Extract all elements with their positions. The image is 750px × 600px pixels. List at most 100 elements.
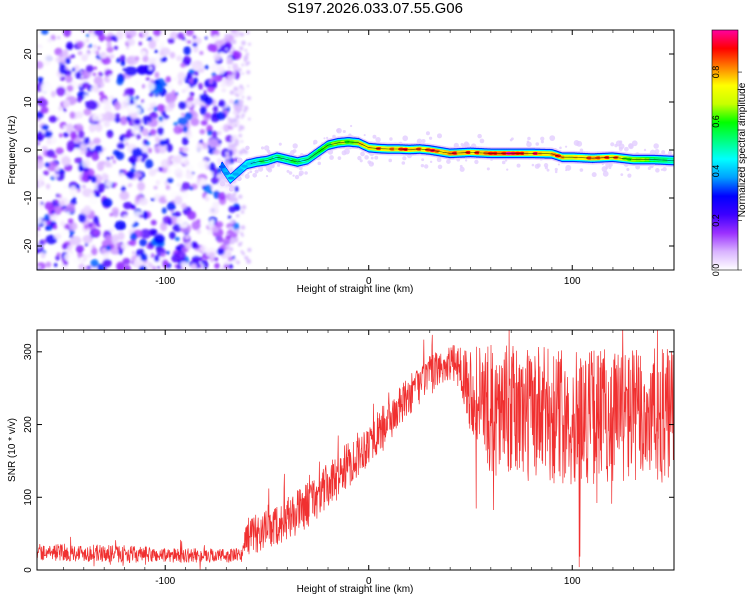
snr-panel: -100 0 100 0 100 200 300 Height of straight li…	[7, 329, 675, 595]
noise-blob	[89, 245, 93, 250]
signal-halo-dot	[477, 133, 482, 139]
noise-blob	[199, 94, 203, 98]
signal-halo-dot	[375, 137, 381, 143]
noise-blob	[93, 83, 100, 93]
y-tick-label: 300	[23, 343, 34, 360]
noise-blob	[147, 57, 158, 66]
noise-blob	[56, 35, 61, 40]
noise-blob	[48, 213, 58, 222]
noise-blobs	[37, 30, 252, 270]
noise-blob	[88, 43, 93, 48]
signal-halo-dot	[486, 167, 490, 171]
noise-blob	[37, 46, 45, 56]
noise-blob	[179, 147, 183, 152]
signal-halo-dot	[219, 181, 226, 187]
noise-speckle	[225, 155, 230, 160]
noise-blob	[165, 143, 173, 153]
signal-halo-dot	[544, 166, 548, 170]
noise-blob	[192, 42, 198, 48]
signal-halo-dot	[526, 140, 530, 144]
colorbar-tick-label: 0.2	[711, 214, 721, 227]
noise-blob	[127, 30, 137, 38]
noise-blob	[53, 224, 58, 230]
noise-blob	[165, 76, 172, 83]
y-tick-label: 0	[23, 147, 34, 153]
noise-blob	[126, 115, 132, 122]
noise-blob	[41, 30, 49, 35]
noise-speckle	[236, 94, 240, 98]
noise-blob	[63, 132, 69, 138]
noise-blob	[87, 222, 93, 228]
noise-blob	[90, 259, 99, 268]
noise-blob	[216, 178, 220, 182]
noise-blob	[137, 181, 146, 191]
noise-blob	[195, 136, 199, 140]
noise-blob	[211, 44, 218, 53]
noise-blob	[37, 227, 41, 231]
signal-halo-dot	[653, 143, 659, 149]
noise-blob	[45, 261, 52, 268]
noise-blob	[69, 185, 78, 196]
signal-halo-dot	[460, 142, 464, 147]
noise-blob	[158, 116, 164, 122]
signal-halo-dot	[286, 169, 290, 173]
noise-speckle	[241, 95, 245, 99]
noise-blob	[71, 72, 76, 77]
noise-blob	[207, 145, 211, 149]
noise-blob	[80, 197, 84, 202]
noise-blob	[63, 107, 66, 111]
x-axis-label-top: Height of straight line (km)	[297, 284, 414, 295]
noise-blob	[65, 66, 69, 71]
noise-speckle	[247, 84, 250, 87]
noise-speckle	[242, 87, 245, 90]
noise-blob	[161, 207, 167, 214]
noise-blob	[221, 258, 230, 265]
noise-blob	[43, 130, 53, 139]
noise-blob	[158, 166, 164, 172]
noise-blob	[89, 197, 98, 205]
noise-speckle	[228, 194, 234, 199]
noise-speckle	[233, 86, 238, 92]
signal-halo-dot	[368, 161, 374, 167]
signal-halo-dot	[591, 172, 597, 178]
signal-halo-dot	[278, 142, 282, 146]
signal-halo-dot	[372, 134, 377, 139]
noise-blob	[159, 175, 167, 183]
noise-blob	[159, 139, 167, 147]
noise-blob	[218, 191, 227, 201]
noise-blob	[130, 232, 138, 241]
noise-speckle	[241, 40, 246, 46]
noise-blob	[83, 108, 92, 116]
noise-blob	[60, 228, 69, 236]
noise-speckle	[230, 138, 234, 141]
noise-speckle	[237, 214, 240, 218]
signal-halo-dot	[436, 133, 443, 139]
signal-halo-dot	[364, 155, 369, 160]
noise-blob	[220, 126, 223, 130]
noise-speckle	[240, 140, 244, 143]
noise-speckle	[240, 225, 246, 230]
noise-blob	[120, 106, 125, 110]
noise-blob	[140, 253, 148, 262]
noise-speckle	[224, 33, 230, 39]
signal-halo-dot	[559, 146, 562, 150]
noise-blob	[148, 262, 153, 269]
signal-halo-dot	[360, 151, 365, 157]
noise-blob	[88, 123, 96, 133]
noise-blob	[116, 242, 121, 248]
noise-blob	[37, 232, 41, 238]
noise-blob	[162, 56, 168, 62]
signal-trace	[218, 124, 674, 192]
noise-blob	[65, 74, 73, 84]
noise-blob	[116, 77, 124, 86]
noise-speckle	[238, 125, 243, 129]
noise-blob	[66, 41, 74, 50]
noise-blob	[60, 200, 65, 207]
noise-speckle	[226, 233, 229, 236]
signal-halo-dot	[254, 169, 259, 174]
noise-blob	[109, 212, 114, 217]
noise-blob	[149, 203, 154, 207]
noise-blob	[222, 124, 230, 133]
noise-blob	[150, 197, 155, 202]
noise-blob	[192, 77, 199, 84]
